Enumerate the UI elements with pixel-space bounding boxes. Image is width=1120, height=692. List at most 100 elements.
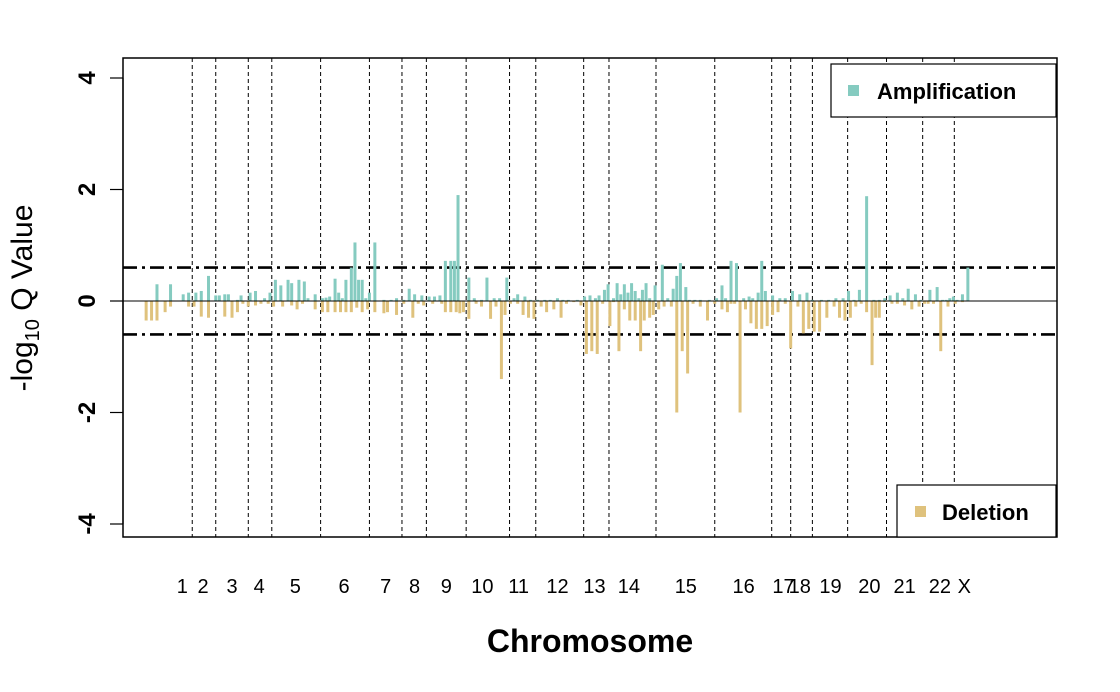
amplification-bar [226,294,230,301]
deletion-bar [720,301,724,310]
amplification-bar [698,299,702,301]
deletion-bar [691,301,695,304]
deletion-bar [169,301,173,307]
amplification-bar [660,264,664,301]
deletion-bar [675,301,679,413]
chromosome-separators [191,58,955,537]
deletion-bar [527,301,531,318]
amplification-bar [548,299,552,301]
amplification-bar [438,295,442,301]
amplification-bar [857,289,861,301]
amplification-bar [561,299,565,301]
deletion-bar [503,301,507,315]
amplification-bar [353,242,357,301]
amplification-bar [155,284,159,301]
deletion-bar [295,301,299,310]
amplification-bar [217,295,221,301]
amplification-bar [819,299,823,301]
deletion-bar [584,301,588,354]
deletion-bar [883,301,887,303]
amplification-bar [181,294,185,301]
amplification-bar [707,299,711,301]
deletion-bar [662,301,666,307]
amplification-bar [268,292,272,301]
deletion-bar [411,301,415,318]
deletion-bar [187,301,191,307]
deletion-bar [765,301,769,327]
amplification-bar [913,294,917,301]
deletion-bar [776,301,780,313]
legend-amplification-swatch [848,85,859,96]
amplification-bar [644,283,648,301]
deletion-bar [431,301,435,304]
x-tick-label-9: 9 [441,576,452,598]
deletion-bar [395,301,399,315]
deletion-bar [633,301,637,321]
amplification-bar [630,283,634,301]
legend-amplification-label: Amplification [877,79,1016,104]
amplification-bar [763,290,767,301]
amplification-bar [872,299,876,301]
deletion-bar [461,301,465,313]
deletion-bar [686,301,690,374]
amplification-bar [324,297,328,301]
deletion-bar [344,301,348,313]
deletion-bar [386,301,389,313]
amplification-bar [382,299,386,301]
amplification-bar [357,279,361,301]
deletion-bar [235,301,239,313]
deletion-bar [516,301,520,304]
deletion-bar [480,301,484,307]
deletion-bar [422,301,426,306]
x-tick-label-18: 18 [789,576,811,598]
deletion-bar [903,301,907,306]
deletion-bars [144,301,964,413]
amplification-bar [452,260,456,301]
amplification-bar [456,195,460,301]
amplification-bar [852,299,856,301]
deletion-bar [832,301,836,307]
amplification-bar [373,242,377,301]
x-tick-label-22: 22 [929,576,951,598]
amplification-bar [877,299,881,301]
x-tick-label-11: 11 [508,576,529,598]
deletion-bar [617,301,621,352]
deletion-bar [272,301,276,307]
deletion-bar [449,301,453,313]
deletion-bar [163,301,167,313]
deletion-bar [552,301,556,310]
deletion-bar [812,301,816,332]
deletion-bar [207,301,211,318]
amplification-bar [360,279,364,301]
x-tick-label-17: 17 [772,576,794,598]
amplification-bar [675,275,679,301]
amplification-bar [443,260,447,301]
x-tick-label-21: 21 [893,576,915,598]
y-tick-label: 2 [74,183,101,196]
deletion-bar [749,301,753,324]
deletion-bar [246,301,250,307]
amplification-bar [935,287,939,301]
amplification-bar [612,298,615,301]
deletion-bar [738,301,742,413]
amplification-bar [783,298,787,301]
deletion-bar [865,301,869,313]
deletion-bar [454,301,458,313]
deletion-bar [545,301,549,313]
deletion-bar [355,301,359,308]
deletion-bar [733,301,737,304]
amplification-bar [928,289,932,301]
deletion-bar [467,301,471,319]
amplification-bar [340,298,344,301]
amplification-bar [505,277,509,301]
x-tick-label-6: 6 [339,576,350,598]
amplification-bar [720,285,724,301]
amplification-bar [729,260,733,301]
deletion-bar [706,301,710,321]
amplification-bar [223,294,227,301]
amplification-bar [566,299,570,301]
amplification-bar [671,288,675,301]
amplification-bar [637,298,641,301]
amplification-bar [480,299,484,301]
